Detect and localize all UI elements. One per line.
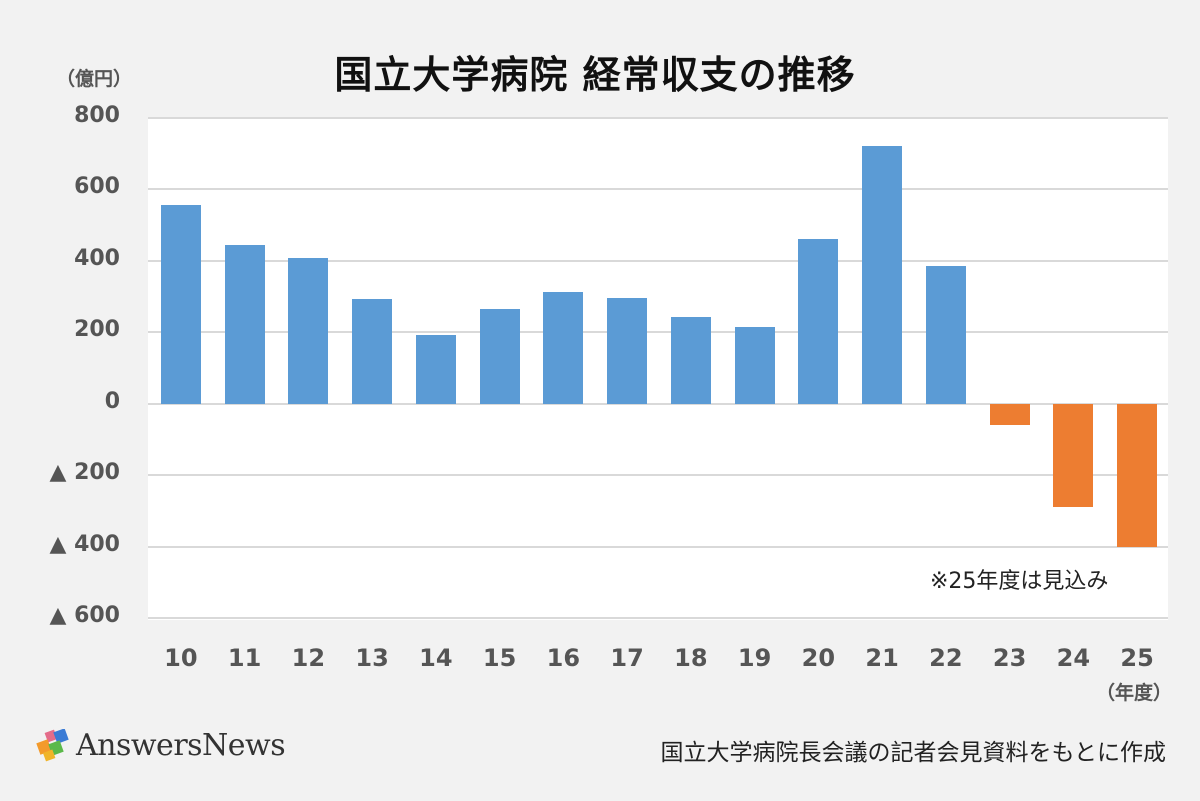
gridline (148, 188, 1168, 191)
x-tick-label: 12 (291, 644, 326, 672)
x-tick-label: 24 (1056, 644, 1091, 672)
forecast-note: ※25年度は見込み (930, 569, 1109, 594)
y-tick-label: 400 (74, 245, 120, 271)
y-tick-label: 600 (74, 174, 120, 200)
puzzle-logo-icon (36, 728, 69, 761)
x-tick-label: 18 (674, 644, 708, 672)
bar-24 (1053, 403, 1094, 507)
y-tick-label: 800 (74, 103, 120, 128)
y-axis-unit: （億円） (56, 68, 133, 90)
x-tick-label: 14 (419, 644, 453, 672)
gridline (148, 259, 1168, 262)
gridline (148, 117, 1168, 119)
x-tick-label: 11 (227, 644, 262, 672)
x-tick-label: 22 (929, 644, 963, 672)
x-tick-label: 20 (801, 644, 836, 672)
x-tick-label: 15 (482, 644, 517, 672)
bar-19 (734, 326, 775, 404)
x-axis-unit: （年度） (1095, 682, 1172, 704)
answersnews-logo: AnswersNews (34, 728, 286, 763)
bar-22 (925, 265, 966, 404)
bar-20 (798, 239, 839, 404)
logo-text: AnswersNews (76, 728, 286, 763)
y-tick-label: 0 (104, 388, 120, 414)
bar-18 (670, 316, 711, 404)
x-tick-label: 23 (992, 644, 1027, 672)
gridline (148, 617, 1168, 619)
x-tick-label: 17 (610, 644, 644, 672)
bar-25 (1117, 403, 1158, 547)
bar-13 (352, 298, 393, 404)
x-tick-label: 21 (865, 644, 899, 672)
bar-15 (479, 308, 520, 404)
gridline (148, 545, 1168, 548)
bar-12 (288, 258, 329, 404)
gridline (148, 331, 1168, 334)
bar-10 (160, 204, 201, 404)
x-tick-label: 19 (737, 644, 772, 672)
bar-21 (862, 145, 903, 404)
gridline (148, 474, 1168, 477)
y-tick-label: ▲ 200 (49, 460, 120, 486)
x-tick-label: 16 (546, 644, 581, 672)
source-credit: 国立大学病院長会議の記者会見資料をもとに作成 (660, 740, 1166, 766)
gridline (148, 402, 1168, 405)
y-tick-label: 200 (74, 317, 120, 343)
bar-11 (224, 244, 265, 404)
y-tick-label: ▲ 400 (49, 531, 120, 557)
bar-14 (415, 334, 456, 404)
x-tick-label: 25 (1120, 644, 1154, 672)
bar-17 (607, 298, 648, 404)
x-tick-label: 10 (164, 644, 198, 672)
plot-area (148, 117, 1168, 620)
bar-23 (989, 403, 1030, 425)
y-tick-label: ▲ 600 (49, 603, 120, 628)
x-tick-label: 13 (355, 644, 389, 672)
chart-title-text: 国立大学病院 経常収支の推移 (334, 53, 856, 97)
chart-title: 国立大学病院 経常収支の推移 (0, 44, 1200, 99)
bar-16 (543, 291, 584, 404)
